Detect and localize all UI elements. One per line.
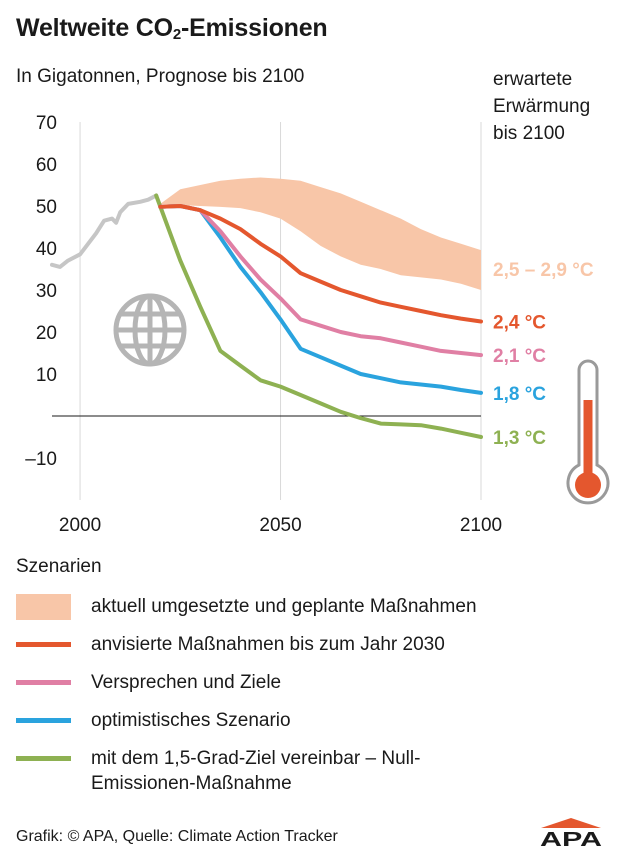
legend-swatch-orange — [16, 642, 71, 647]
legend-item-orange: anvisierte Maßnahmen bis zum Jahr 2030 — [16, 632, 551, 657]
x-axis-ticks: 2000 2050 2100 — [59, 515, 502, 536]
warming-heading: erwartete Erwärmung bis 2100 — [493, 66, 618, 147]
legend-label: mit dem 1,5-Grad-Ziel vereinbar – Null-E… — [91, 748, 421, 794]
logo-text: APA — [540, 829, 602, 847]
warming-heading-line-3: bis 2100 — [493, 123, 565, 144]
y-tick-label: 70 — [36, 113, 57, 134]
legend-label: aktuell umgesetzte und geplante Maßnahme… — [91, 596, 477, 617]
thermometer-icon — [566, 359, 610, 505]
legend-item-pink: Versprechen und Ziele — [16, 670, 551, 695]
series-layer — [50, 193, 483, 439]
y-tick-label: 10 — [36, 365, 57, 386]
y-axis-ticks: 70 60 50 40 30 20 10 –10 — [25, 113, 57, 470]
x-tick-label: 2100 — [460, 515, 502, 536]
x-tick-label: 2050 — [259, 515, 301, 536]
y-tick-label: 60 — [36, 155, 57, 176]
temperature-label: 2,4 °C — [493, 313, 546, 334]
y-tick-label: 30 — [36, 281, 57, 302]
legend-title: Szenarien — [16, 556, 102, 577]
legend-swatch-pink — [16, 680, 71, 685]
legend-swatch-green — [16, 756, 71, 761]
source-credit: Grafik: © APA, Quelle: Climate Action Tr… — [16, 828, 338, 845]
title-main: Weltweite CO — [16, 14, 173, 42]
temperature-label: 2,5 – 2,9 °C — [493, 260, 594, 281]
y-tick-label: 40 — [36, 239, 57, 260]
grid-layer — [52, 122, 482, 500]
legend-item-green: mit dem 1,5-Grad-Ziel vereinbar – Null-E… — [16, 746, 441, 796]
temperature-label: 2,1 °C — [493, 346, 546, 367]
warming-heading-line-2: Erwärmung — [493, 96, 591, 117]
legend-label: anvisierte Maßnahmen bis zum Jahr 2030 — [91, 634, 445, 655]
page-title: Weltweite CO2-Emissionen — [16, 14, 328, 43]
warming-heading-line-1: erwartete — [493, 69, 573, 90]
x-tick-label: 2000 — [59, 515, 101, 536]
title-rest: -Emissionen — [181, 14, 328, 42]
series-line — [158, 204, 483, 395]
legend-swatch-blue — [16, 718, 71, 723]
series-line — [158, 204, 483, 324]
legend-item-blue: optimistisches Szenario — [16, 708, 551, 733]
series-line — [158, 204, 483, 358]
temperature-labels: 2,5 – 2,9 °C 2,4 °C 2,1 °C 1,8 °C 1,3 °C — [493, 260, 594, 449]
legend-item-band: aktuell umgesetzte und geplante Maßnahme… — [16, 594, 551, 620]
legend-label: Versprechen und Ziele — [91, 672, 282, 693]
apa-logo: APA — [540, 818, 602, 847]
band-layer — [160, 177, 482, 290]
emissions-chart: 70 60 50 40 30 20 10 –10 2000 2050 2100 2,5 – 2,9… — [25, 113, 610, 536]
y-tick-label: –10 — [25, 449, 57, 470]
globe-icon — [113, 293, 187, 367]
band-area — [160, 177, 482, 290]
title-subscript: 2 — [172, 26, 182, 43]
series-line — [154, 193, 483, 439]
legend-label: optimistisches Szenario — [91, 710, 291, 731]
legend-swatch-band — [16, 594, 71, 620]
temperature-label: 1,8 °C — [493, 384, 546, 405]
y-tick-label: 50 — [36, 197, 57, 218]
y-tick-label: 20 — [36, 323, 57, 344]
temperature-label: 1,3 °C — [493, 428, 546, 449]
series-line-historical — [50, 193, 159, 269]
chart-subtitle: In Gigatonnen, Prognose bis 2100 — [16, 66, 305, 87]
